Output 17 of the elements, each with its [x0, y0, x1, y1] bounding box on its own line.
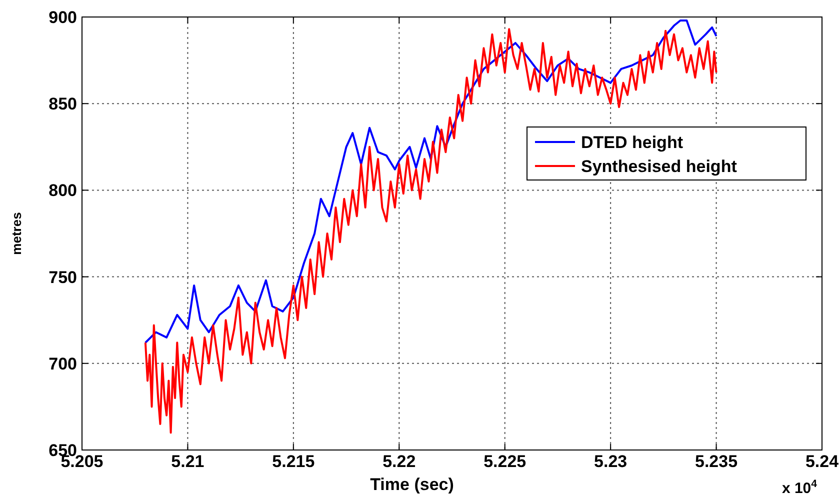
y-tick-label: 850: [48, 94, 77, 114]
y-tick-label: 800: [48, 181, 77, 200]
y-tick-label: 900: [48, 8, 77, 27]
y-tick-label: 750: [48, 268, 77, 287]
x-tick-label: 5.225: [484, 452, 526, 471]
x-axis-title: Time (sec): [370, 475, 454, 494]
x-tick-label: 5.23: [594, 452, 628, 471]
legend-label: Synthesised height: [581, 157, 738, 176]
x-tick-label: 5.24: [805, 452, 840, 471]
y-axis-title: metres: [9, 212, 24, 255]
x-tick-label: 5.21: [171, 452, 204, 471]
y-tick-label: 700: [48, 354, 77, 374]
x-tick-label: 5.215: [272, 452, 315, 471]
x-tick-label: 5.235: [695, 452, 738, 471]
text: x 10$^{4}$: [782, 478, 818, 497]
legend-label: DTED height: [581, 133, 684, 152]
x-tick-label: 5.22: [382, 452, 416, 471]
